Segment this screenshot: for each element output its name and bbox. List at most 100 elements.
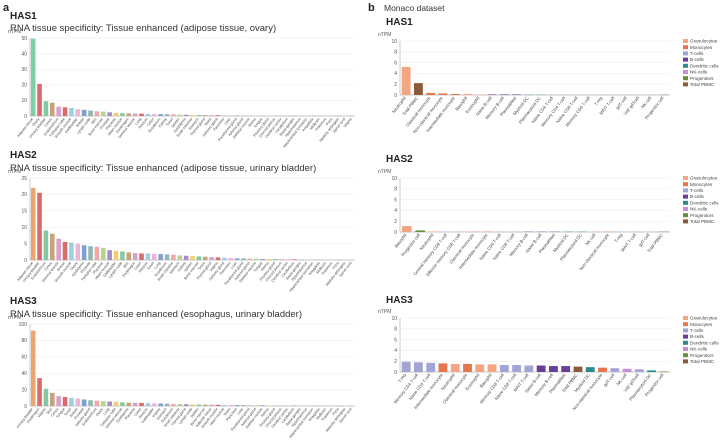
- y-tick-label: 10: [391, 316, 397, 322]
- x-tick-label: Stomach: [169, 261, 181, 275]
- bar: [50, 392, 55, 406]
- bar: [37, 84, 42, 116]
- bar: [69, 107, 74, 116]
- bar: [100, 401, 106, 406]
- x-tick-label: Vagina: [37, 407, 47, 418]
- bar: [413, 83, 423, 95]
- x-tick-label: Stomach: [156, 407, 168, 421]
- tissue-specificity-has3: RNA tissue specificity: Tissue enhanced …: [10, 309, 303, 320]
- legend-label: Monocytes: [690, 45, 713, 50]
- x-tick-label: Tonsil: [165, 117, 174, 127]
- bar: [266, 405, 272, 406]
- bar: [62, 396, 68, 406]
- bar: [132, 113, 138, 116]
- x-tick-label: Pons: [332, 407, 340, 416]
- bar: [285, 259, 291, 260]
- bar: [113, 401, 119, 406]
- bar: [401, 66, 411, 95]
- bar: [126, 402, 132, 406]
- x-tick-label: T-reg: [613, 232, 623, 243]
- legend-label: Progenitors: [690, 213, 714, 218]
- y-tick-label: 0: [394, 93, 397, 99]
- tissue-specificity-has2: RNA tissue specificity: Tissue enhanced …: [10, 163, 317, 174]
- gene-title-has2-monaco: HAS2: [386, 154, 413, 165]
- y-tick-label: 10: [21, 225, 27, 231]
- x-tick-label: Breast: [75, 117, 85, 128]
- bar: [228, 115, 234, 116]
- bar: [107, 401, 112, 406]
- bar: [413, 362, 423, 372]
- bar: [183, 255, 189, 260]
- bar: [88, 110, 93, 116]
- bar: [177, 404, 183, 406]
- y-tick-label: 6: [394, 337, 397, 343]
- bar: [190, 256, 195, 260]
- x-tick-label: Rectum: [138, 407, 149, 419]
- x-tick-label: Kidney: [177, 261, 187, 272]
- tissue-specificity-has1: RNA tissue specificity: Tissue enhanced …: [10, 23, 277, 34]
- bar: [260, 405, 265, 406]
- bar: [487, 364, 497, 372]
- bar: [30, 187, 36, 260]
- legend-label: Dendritic cells: [690, 340, 719, 345]
- bar: [247, 258, 253, 260]
- x-tick-label: Tonsil: [146, 261, 155, 271]
- bar: [215, 115, 221, 116]
- bar: [659, 371, 669, 372]
- bar: [253, 258, 259, 260]
- bar: [158, 254, 163, 260]
- legend: GranulocytesMonocytesT-cellsB-cellsDendr…: [683, 176, 719, 224]
- bar: [647, 370, 657, 372]
- y-tick-label: 20: [21, 83, 27, 89]
- x-tick-label: Colon: [133, 261, 142, 271]
- panel-label-a: a: [3, 2, 10, 14]
- y-tick-label: 8: [394, 327, 397, 333]
- monaco-dataset-title: Monaco dataset: [384, 3, 445, 13]
- legend-swatch: [683, 207, 688, 211]
- y-tick-label: 8: [394, 187, 397, 193]
- legend-label: T-cells: [690, 51, 704, 56]
- x-tick-label: T-reg: [593, 95, 603, 106]
- bar: [94, 246, 100, 260]
- y-tick-label: 30: [21, 67, 27, 73]
- y-tick-label: 2: [394, 219, 397, 225]
- x-tick-label: Tongue: [253, 261, 263, 273]
- x-tick-label: Skin: [46, 407, 53, 415]
- bar: [151, 253, 157, 260]
- legend-swatch: [683, 45, 688, 50]
- legend-label: T-cells: [690, 188, 704, 193]
- bar: [241, 405, 246, 406]
- x-tick-label: Breast: [56, 261, 66, 272]
- y-tick-label: 2: [394, 359, 397, 365]
- y-tick-label: 10: [21, 98, 27, 104]
- bar: [234, 405, 240, 406]
- legend-label: Granulocytes: [690, 316, 718, 321]
- x-tick-label: Retina: [260, 261, 270, 272]
- x-tick-label: Prostate: [99, 117, 110, 130]
- x-tick-label: Placenta: [92, 261, 104, 274]
- legend-label: T-cells: [690, 328, 704, 333]
- y-tick-label: 10: [391, 176, 397, 182]
- bar: [415, 230, 426, 232]
- bar: [622, 368, 632, 372]
- legend-swatch: [683, 340, 688, 345]
- y-tick-label: 20: [21, 192, 27, 198]
- x-tick-label: Pons: [332, 261, 340, 270]
- bar: [158, 114, 163, 116]
- bar: [145, 403, 151, 406]
- gene-title-has1-tissue: HAS1: [10, 11, 37, 22]
- bar: [171, 254, 176, 260]
- x-tick-label: Ovary: [31, 117, 40, 127]
- bar: [190, 114, 195, 116]
- bar: [120, 113, 125, 116]
- bar: [228, 404, 234, 406]
- y-unit-label: nTPM: [378, 309, 391, 315]
- bar: [145, 253, 151, 260]
- bar: [512, 364, 522, 372]
- bar: [88, 400, 93, 406]
- x-tick-label: Liver: [236, 407, 244, 416]
- bar: [171, 403, 176, 406]
